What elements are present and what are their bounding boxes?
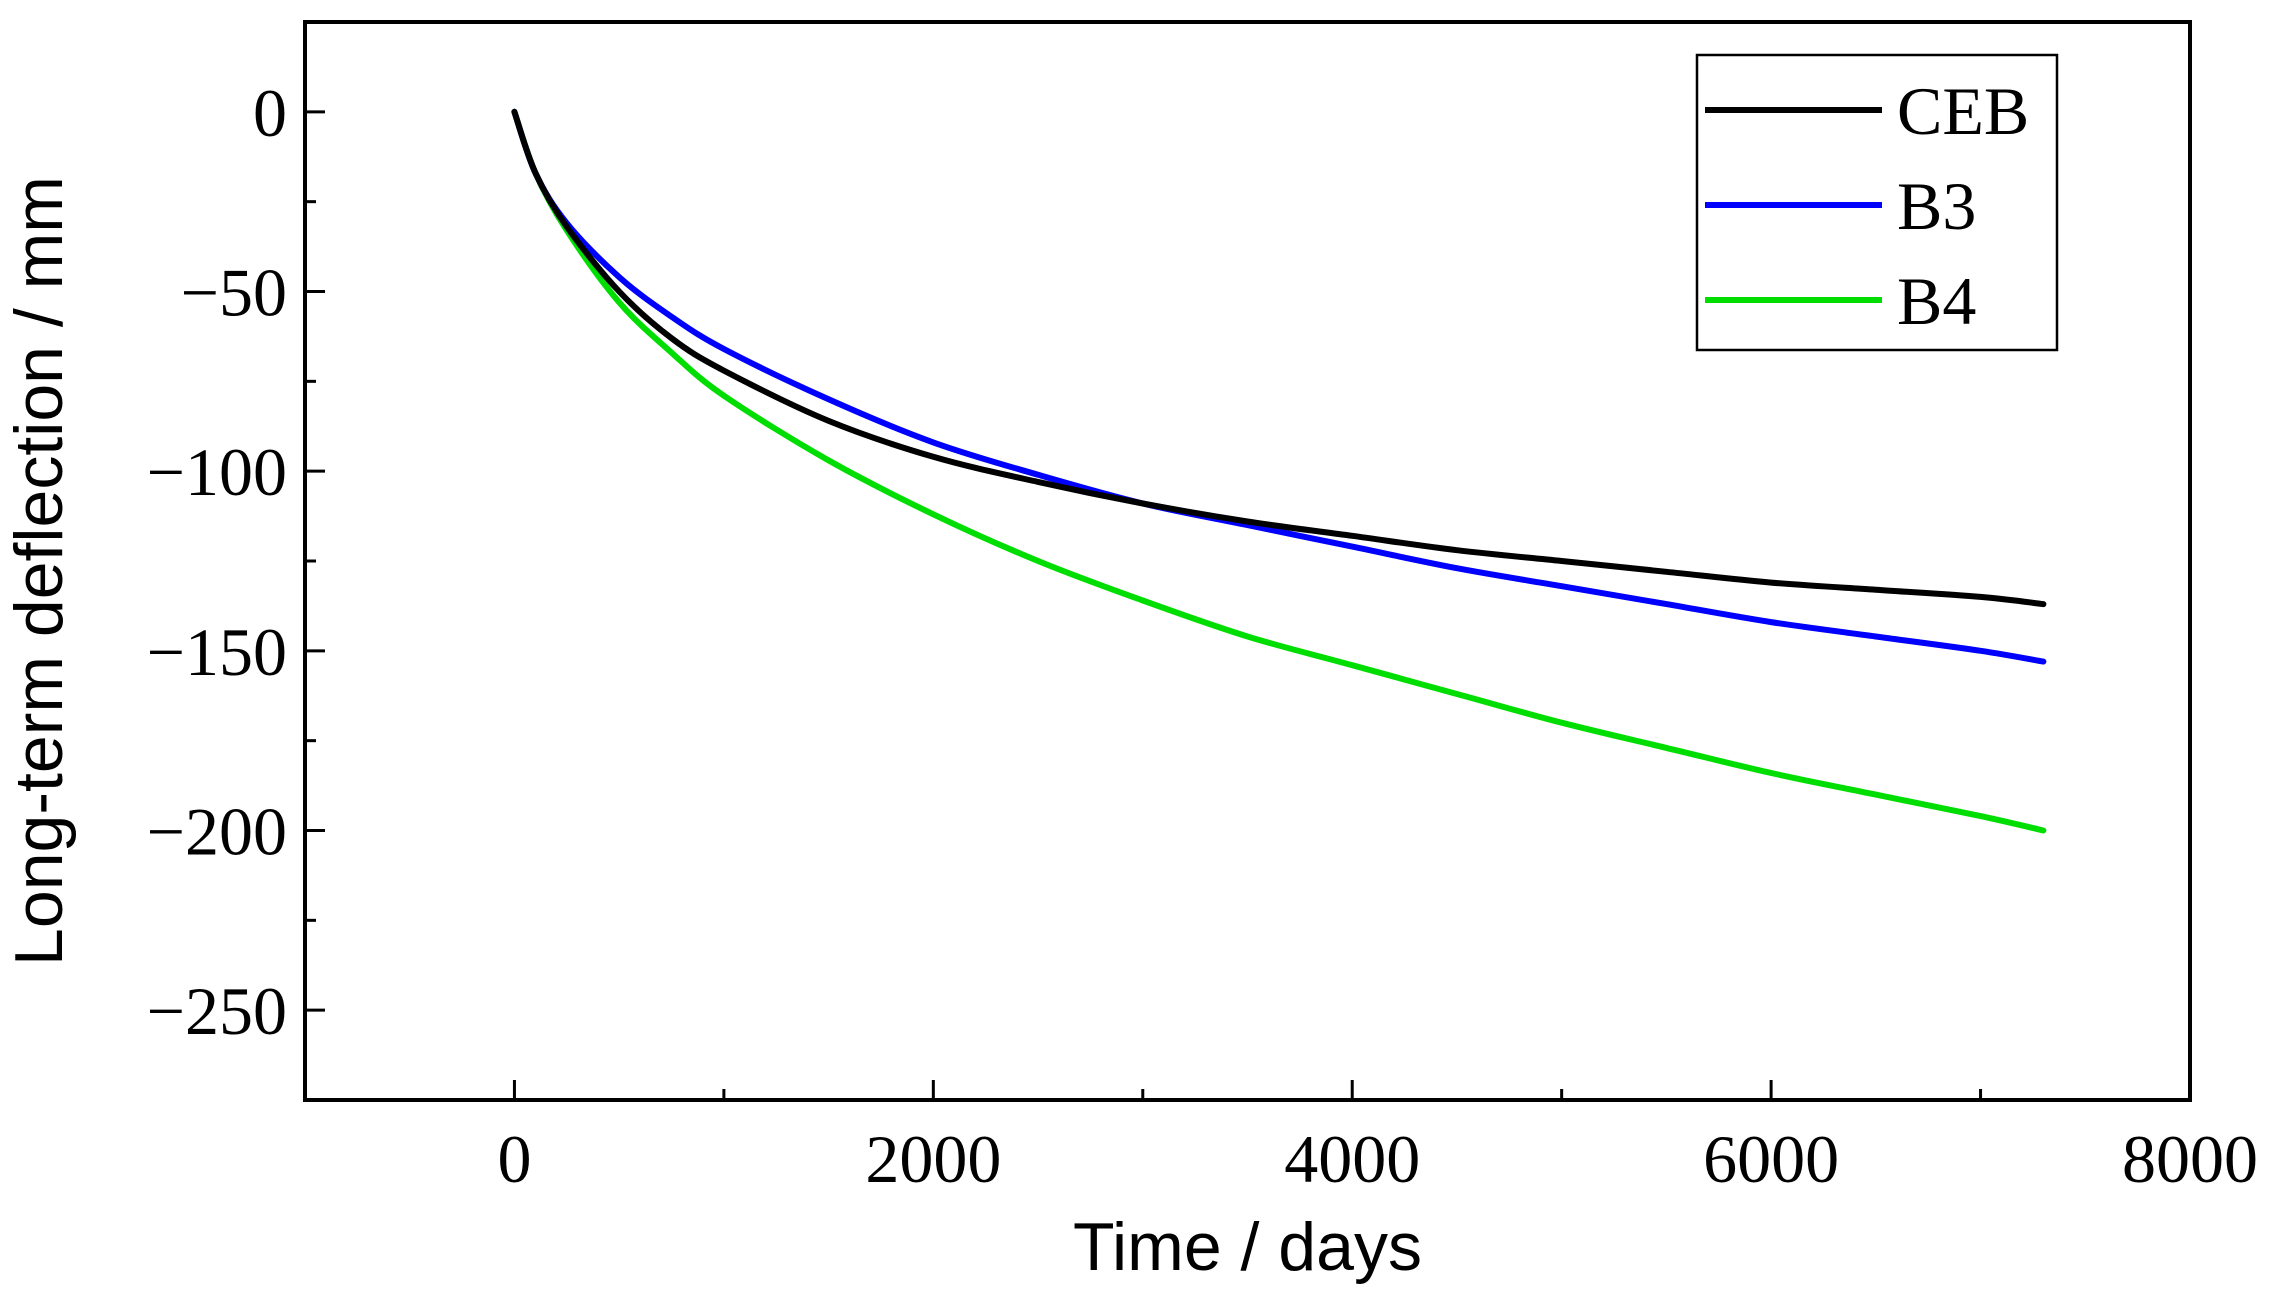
x-tick-label: 4000 [1284, 1121, 1420, 1197]
x-tick-label: 8000 [2122, 1121, 2258, 1197]
legend: CEB B3 B4 [1695, 53, 2059, 352]
legend-label-ceb: CEB [1897, 73, 2029, 149]
y-tick-label: −250 [147, 973, 287, 1049]
x-tick-label: 6000 [1703, 1121, 1839, 1197]
ticks-layer: 0 2000 4000 6000 8000 0 −50 −100 −150 −200 −250 [147, 20, 2258, 1197]
legend-label-b4: B4 [1897, 263, 1976, 339]
series-line-b4 [511, 108, 2047, 834]
y-tick-label: −200 [147, 794, 287, 870]
y-axis-title: Long-term deflection / mm [1, 176, 77, 966]
series-line-ceb [511, 108, 2047, 608]
series-layer [511, 108, 2047, 834]
x-axis-title: Time / days [1073, 1209, 1422, 1285]
y-tick-label: −100 [147, 434, 287, 510]
y-tick-label: 0 [253, 75, 287, 151]
y-tick-label: −150 [147, 614, 287, 690]
x-tick-label: 2000 [865, 1121, 1001, 1197]
legend-label-b3: B3 [1897, 168, 1976, 244]
x-tick-label: 0 [497, 1121, 531, 1197]
y-tick-label: −50 [181, 255, 287, 331]
